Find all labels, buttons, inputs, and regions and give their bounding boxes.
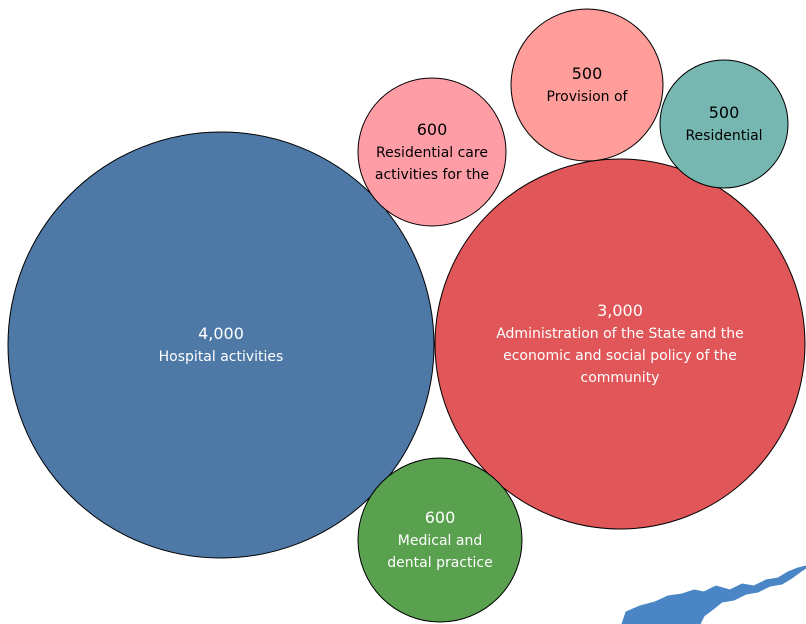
bubble-category-label: economic and social policy of the [503,348,737,364]
bubble-category-label: Provision of [547,89,629,105]
bubble-category-label: Medical and [398,533,482,549]
bubble[interactable]: 4,000 Hospital activities [7,131,435,559]
map-fragment-shape [621,565,806,624]
bubble-value-label: 3,000 [597,301,643,320]
bubble-circle[interactable] [357,457,523,623]
bubble[interactable]: 3,000 Administration of the State and the… [434,158,806,530]
bubble-value-label: 500 [572,64,603,83]
bubble-category-label: dental practice [387,555,492,571]
bubble-category-label: Hospital activities [159,349,284,365]
bubble-circle[interactable] [434,158,806,530]
bubble-circle[interactable] [357,77,507,227]
bubble-value-label: 4,000 [198,324,244,343]
bubbles-group: 4,000 Hospital activities 3,000 Administrat… [7,8,806,623]
bubble-category-label: activities for the [375,167,489,183]
bubble-category-label: Residential [685,128,762,144]
bubble-value-label: 600 [425,508,456,527]
bubble[interactable]: 500 Residential [659,59,789,189]
bubble-circle[interactable] [510,8,664,162]
bubble[interactable]: 600 Residential care activities for the [357,77,507,227]
bubble-circle[interactable] [659,59,789,189]
bubble-category-label: community [581,370,660,386]
bubble-value-label: 500 [709,103,740,122]
bubble-circle[interactable] [7,131,435,559]
bubble[interactable]: 600 Medical and dental practice [357,457,523,623]
bubble-category-label: Residential care [376,145,488,161]
bubble-category-label: Administration of the State and the [496,326,744,342]
bubble-value-label: 600 [417,120,448,139]
bubble[interactable]: 500 Provision of [510,8,664,162]
